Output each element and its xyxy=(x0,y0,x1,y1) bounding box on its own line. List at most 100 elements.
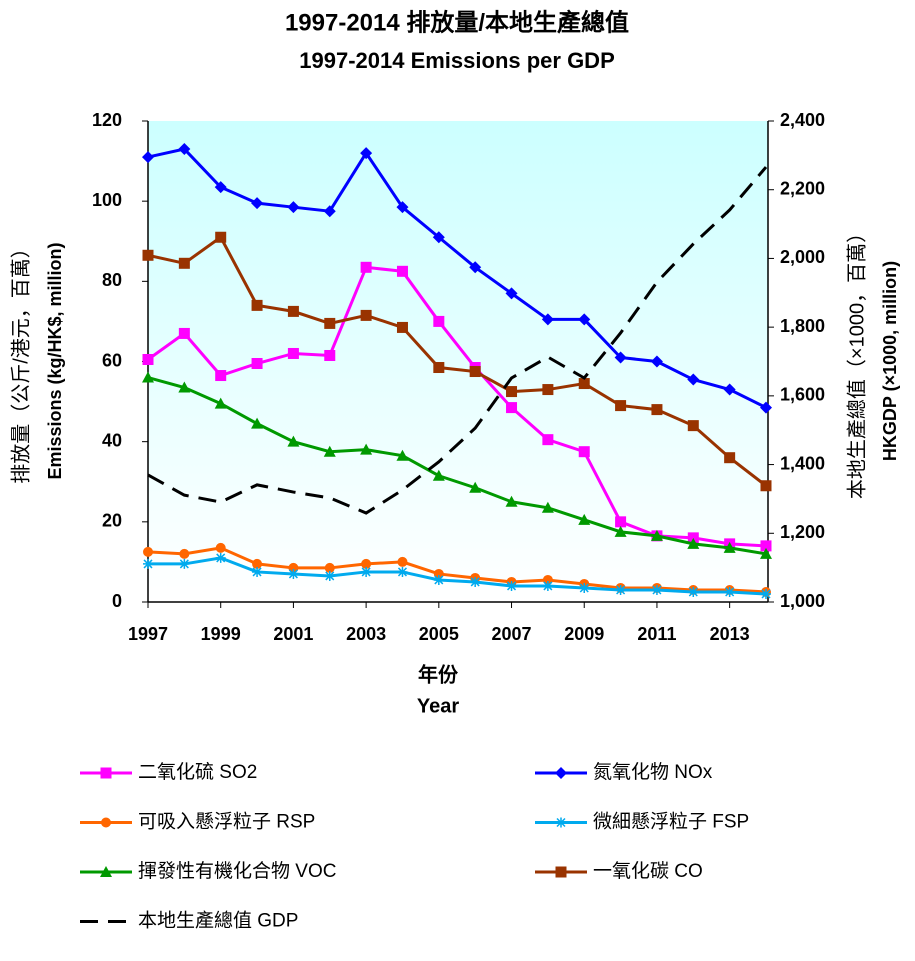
x-tick-label: 1999 xyxy=(201,624,241,644)
data-point xyxy=(542,434,554,446)
data-point xyxy=(506,386,518,398)
y2-axis-title-en: HKGDP (×1000, million) xyxy=(880,261,900,461)
data-point xyxy=(178,257,190,269)
data-point xyxy=(432,231,445,244)
data-point xyxy=(433,574,444,585)
data-point xyxy=(432,469,445,481)
series-line xyxy=(147,166,768,515)
legend-marker xyxy=(101,817,111,828)
data-point xyxy=(579,582,590,593)
data-point xyxy=(287,201,300,214)
y2-tick-label: 2,200 xyxy=(780,178,825,198)
data-point xyxy=(143,558,153,569)
data-point xyxy=(469,366,481,378)
data-point xyxy=(215,542,226,553)
data-point xyxy=(252,558,263,569)
data-point xyxy=(724,452,736,464)
data-point xyxy=(324,570,335,581)
x-axis-title-en: Year xyxy=(417,695,459,717)
data-point xyxy=(615,400,627,412)
data-point xyxy=(541,501,554,513)
data-point xyxy=(215,552,226,563)
x-tick-label: 2013 xyxy=(710,624,750,644)
legend-marker xyxy=(556,817,566,828)
data-point xyxy=(505,495,518,507)
legend-marker xyxy=(100,866,112,877)
data-point xyxy=(687,373,700,386)
data-point xyxy=(179,548,190,559)
y-tick-label: 40 xyxy=(102,430,122,450)
data-point xyxy=(397,566,408,577)
data-point xyxy=(687,532,699,544)
data-point xyxy=(505,287,518,300)
data-point xyxy=(687,420,699,432)
data-point xyxy=(760,547,772,559)
y2-tick-label: 2,000 xyxy=(780,247,825,267)
data-point xyxy=(396,265,408,277)
data-point xyxy=(541,313,554,326)
data-point xyxy=(178,327,190,339)
data-point xyxy=(578,446,590,458)
data-point xyxy=(252,566,263,577)
data-point xyxy=(361,566,372,577)
data-point xyxy=(178,143,191,156)
data-point xyxy=(360,309,372,321)
legend-label: 氮氧化物 NOx xyxy=(593,761,713,783)
legend-marker xyxy=(555,767,567,779)
data-point xyxy=(614,525,627,537)
data-point xyxy=(651,584,662,595)
data-point xyxy=(287,435,300,447)
data-point xyxy=(323,445,336,457)
data-point xyxy=(251,299,263,311)
data-point xyxy=(324,562,335,573)
x-tick-label: 2005 xyxy=(419,624,459,644)
data-point xyxy=(396,321,408,333)
data-point xyxy=(142,151,154,164)
y-axis-title: 排放量（公斤/港元，百萬） xyxy=(9,238,32,484)
data-point xyxy=(142,353,154,365)
y-tick-label: 120 xyxy=(92,110,122,130)
series-line xyxy=(147,376,767,556)
data-point xyxy=(723,383,736,396)
legend-label: 微細懸浮粒子 FSP xyxy=(593,811,749,833)
data-point xyxy=(324,317,336,329)
chart-title: 1997-2014 排放量/本地生產總值 xyxy=(285,8,629,36)
data-point xyxy=(251,417,264,429)
data-point xyxy=(761,588,771,599)
data-point xyxy=(433,315,445,327)
data-point xyxy=(288,568,299,579)
data-point xyxy=(396,449,409,461)
chart-subtitle: 1997-2014 Emissions per GDP xyxy=(299,48,615,73)
legend-label: 可吸入懸浮粒子 RSP xyxy=(138,811,315,833)
x-tick-label: 2001 xyxy=(273,624,313,644)
data-point xyxy=(760,540,772,552)
data-point xyxy=(650,355,663,368)
data-point xyxy=(542,580,553,591)
data-point xyxy=(214,397,227,409)
y-tick-label: 60 xyxy=(102,350,122,370)
legend-label: 二氧化硫 SO2 xyxy=(138,761,257,783)
data-point xyxy=(651,404,663,416)
y2-tick-label: 1,000 xyxy=(780,591,825,611)
x-tick-label: 2011 xyxy=(637,624,676,644)
y2-axis-title: 本地生產總值（×1000，百萬） xyxy=(845,223,868,499)
x-axis-title: 年份 xyxy=(418,662,459,686)
data-point xyxy=(287,305,299,317)
data-point xyxy=(214,181,227,194)
data-point xyxy=(324,349,336,361)
x-tick-label: 2009 xyxy=(564,624,604,644)
data-point xyxy=(688,586,699,597)
data-point xyxy=(614,351,627,364)
legend-label: 一氧化碳 CO xyxy=(593,860,703,882)
data-point xyxy=(251,358,263,370)
data-point xyxy=(650,529,663,541)
y2-tick-label: 1,600 xyxy=(780,385,825,405)
data-point xyxy=(615,584,626,595)
x-tick-label: 2003 xyxy=(346,624,386,644)
data-point xyxy=(361,558,372,569)
data-point xyxy=(360,147,373,160)
data-point xyxy=(433,362,445,374)
y-tick-label: 20 xyxy=(102,511,122,531)
data-point xyxy=(578,313,591,326)
